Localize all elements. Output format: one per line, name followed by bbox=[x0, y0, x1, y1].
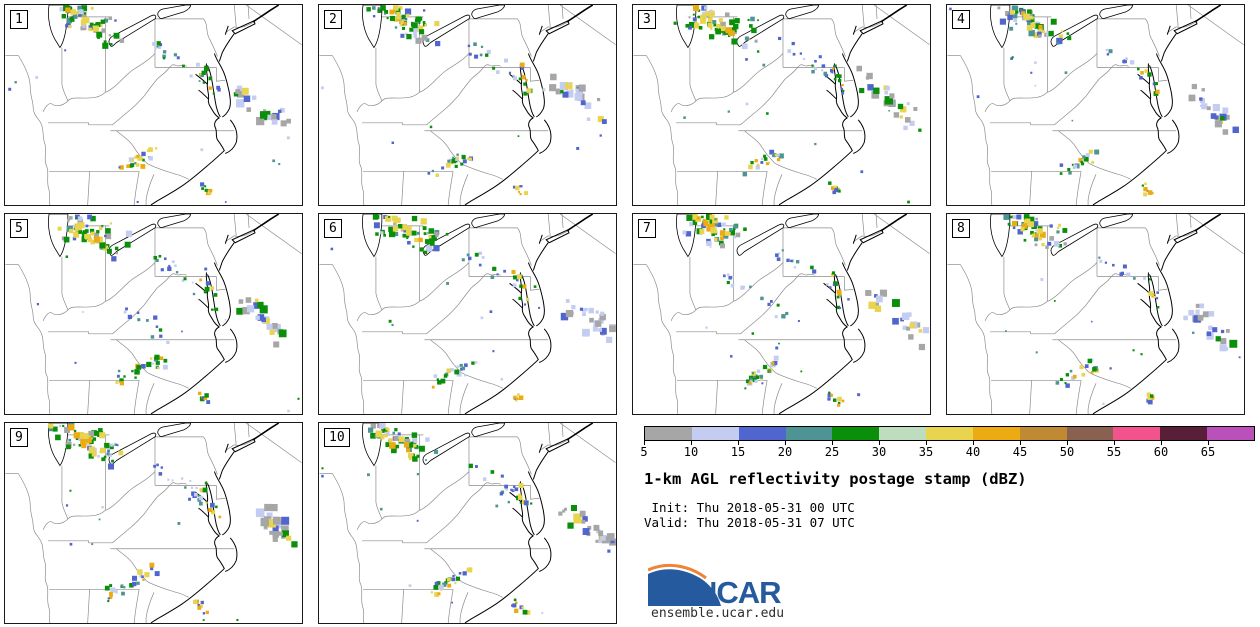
colorbar-segment bbox=[645, 427, 692, 440]
panel-number-label: 3 bbox=[638, 10, 656, 29]
map-panel-8: 8 bbox=[946, 213, 1245, 415]
colorbar-tick-mark bbox=[1067, 441, 1068, 445]
colorbar-tick-mark bbox=[832, 441, 833, 445]
radar-echoes bbox=[330, 214, 616, 402]
panel-number-label: 4 bbox=[952, 10, 970, 29]
radar-echoes bbox=[320, 5, 607, 196]
reflectivity-map bbox=[633, 5, 930, 205]
colorbar-tick-label: 25 bbox=[824, 445, 840, 459]
map-panel-2: 2 bbox=[318, 4, 617, 206]
colorbar-tick-label: 5 bbox=[640, 445, 648, 459]
colorbar-tick-label: 40 bbox=[965, 445, 981, 459]
ncar-logo-orange-arc bbox=[648, 563, 707, 580]
colorbar-segment bbox=[1019, 427, 1067, 440]
map-panel-6: 6 bbox=[318, 213, 617, 415]
radar-echoes bbox=[36, 214, 300, 413]
panel-number-label: 10 bbox=[324, 428, 350, 447]
panel-number-label: 1 bbox=[10, 10, 28, 29]
colorbar-tick-mark bbox=[644, 441, 645, 445]
colorbar-segment bbox=[926, 427, 973, 440]
reflectivity-map bbox=[319, 423, 616, 623]
map-panel-3: 3 bbox=[632, 4, 931, 206]
panel-number-label: 9 bbox=[10, 428, 28, 447]
ncar-logo: NCAR bbox=[648, 563, 782, 608]
figure-title: 1-km AGL reflectivity postage stamp (dBZ… bbox=[644, 470, 1027, 488]
radar-echoes bbox=[673, 5, 922, 204]
colorbar-tick-label: 60 bbox=[1153, 445, 1169, 459]
radar-echoes bbox=[949, 5, 1239, 197]
panel-number-label: 7 bbox=[638, 219, 656, 238]
colorbar-tick-mark bbox=[973, 441, 974, 445]
colorbar-tick-label: 20 bbox=[777, 445, 793, 459]
radar-echoes bbox=[8, 5, 292, 204]
colorbar-tick-mark bbox=[691, 441, 692, 445]
colorbar-segment bbox=[785, 427, 833, 440]
colorbar-tick-label: 10 bbox=[683, 445, 699, 459]
colorbar-segment bbox=[1066, 427, 1114, 440]
radar-echoes bbox=[48, 423, 298, 622]
panel-number-label: 5 bbox=[10, 219, 28, 238]
colorbar-tick-mark bbox=[785, 441, 786, 445]
colorbar-segment bbox=[972, 427, 1020, 440]
colorbar-segment bbox=[1207, 427, 1254, 440]
colorbar-tick-mark bbox=[1161, 441, 1162, 445]
colorbar-tick-label: 45 bbox=[1012, 445, 1028, 459]
reflectivity-colorbar bbox=[644, 426, 1255, 441]
colorbar-tick-mark bbox=[926, 441, 927, 445]
reflectivity-map bbox=[633, 214, 930, 414]
colorbar-segment bbox=[1113, 427, 1161, 440]
map-panel-5: 5 bbox=[4, 213, 303, 415]
colorbar-segment bbox=[691, 427, 739, 440]
colorbar-tick-mark bbox=[1208, 441, 1209, 445]
map-panel-10: 10 bbox=[318, 422, 617, 624]
map-panel-1: 1 bbox=[4, 4, 303, 206]
colorbar-tick-label: 30 bbox=[871, 445, 887, 459]
colorbar-tick-label: 35 bbox=[918, 445, 934, 459]
reflectivity-map bbox=[947, 5, 1244, 205]
reflectivity-map bbox=[319, 5, 616, 205]
reflectivity-map bbox=[319, 214, 616, 414]
colorbar-segment bbox=[738, 427, 786, 440]
panel-number-label: 2 bbox=[324, 10, 342, 29]
colorbar-tick-mark bbox=[1020, 441, 1021, 445]
reflectivity-map bbox=[947, 214, 1244, 414]
colorbar-segment bbox=[832, 427, 880, 440]
colorbar-tick-mark bbox=[1114, 441, 1115, 445]
colorbar-tick-labels: 5 10 15 20 25 30 35 40 45 50 55 60 65 bbox=[640, 441, 1256, 461]
radar-echoes bbox=[321, 423, 616, 615]
colorbar-tick-label: 55 bbox=[1106, 445, 1122, 459]
panel-number-label: 6 bbox=[324, 219, 342, 238]
colorbar-tick-label: 50 bbox=[1059, 445, 1075, 459]
valid-time-label: Valid: Thu 2018-05-31 07 UTC bbox=[644, 515, 855, 530]
reflectivity-map bbox=[5, 423, 302, 623]
ensemble-url: ensemble.ucar.edu bbox=[651, 606, 785, 621]
map-panel-4: 4 bbox=[946, 4, 1245, 206]
radar-echoes bbox=[682, 214, 930, 407]
colorbar-tick-mark bbox=[879, 441, 880, 445]
colorbar-segment bbox=[1160, 427, 1208, 440]
ncar-logo-swoosh bbox=[648, 569, 721, 606]
init-time-label: Init: Thu 2018-05-31 00 UTC bbox=[644, 500, 855, 515]
reflectivity-map bbox=[5, 214, 302, 414]
colorbar-tick-mark bbox=[738, 441, 739, 445]
ncar-logo-text: NCAR bbox=[695, 575, 781, 608]
map-panel-9: 9 bbox=[4, 422, 303, 624]
panel-number-label: 8 bbox=[952, 219, 970, 238]
colorbar-segment bbox=[879, 427, 927, 440]
reflectivity-map bbox=[5, 5, 302, 205]
map-panel-7: 7 bbox=[632, 213, 931, 415]
colorbar-tick-label: 65 bbox=[1200, 445, 1216, 459]
colorbar-tick-label: 15 bbox=[730, 445, 746, 459]
radar-echoes bbox=[1003, 214, 1241, 405]
